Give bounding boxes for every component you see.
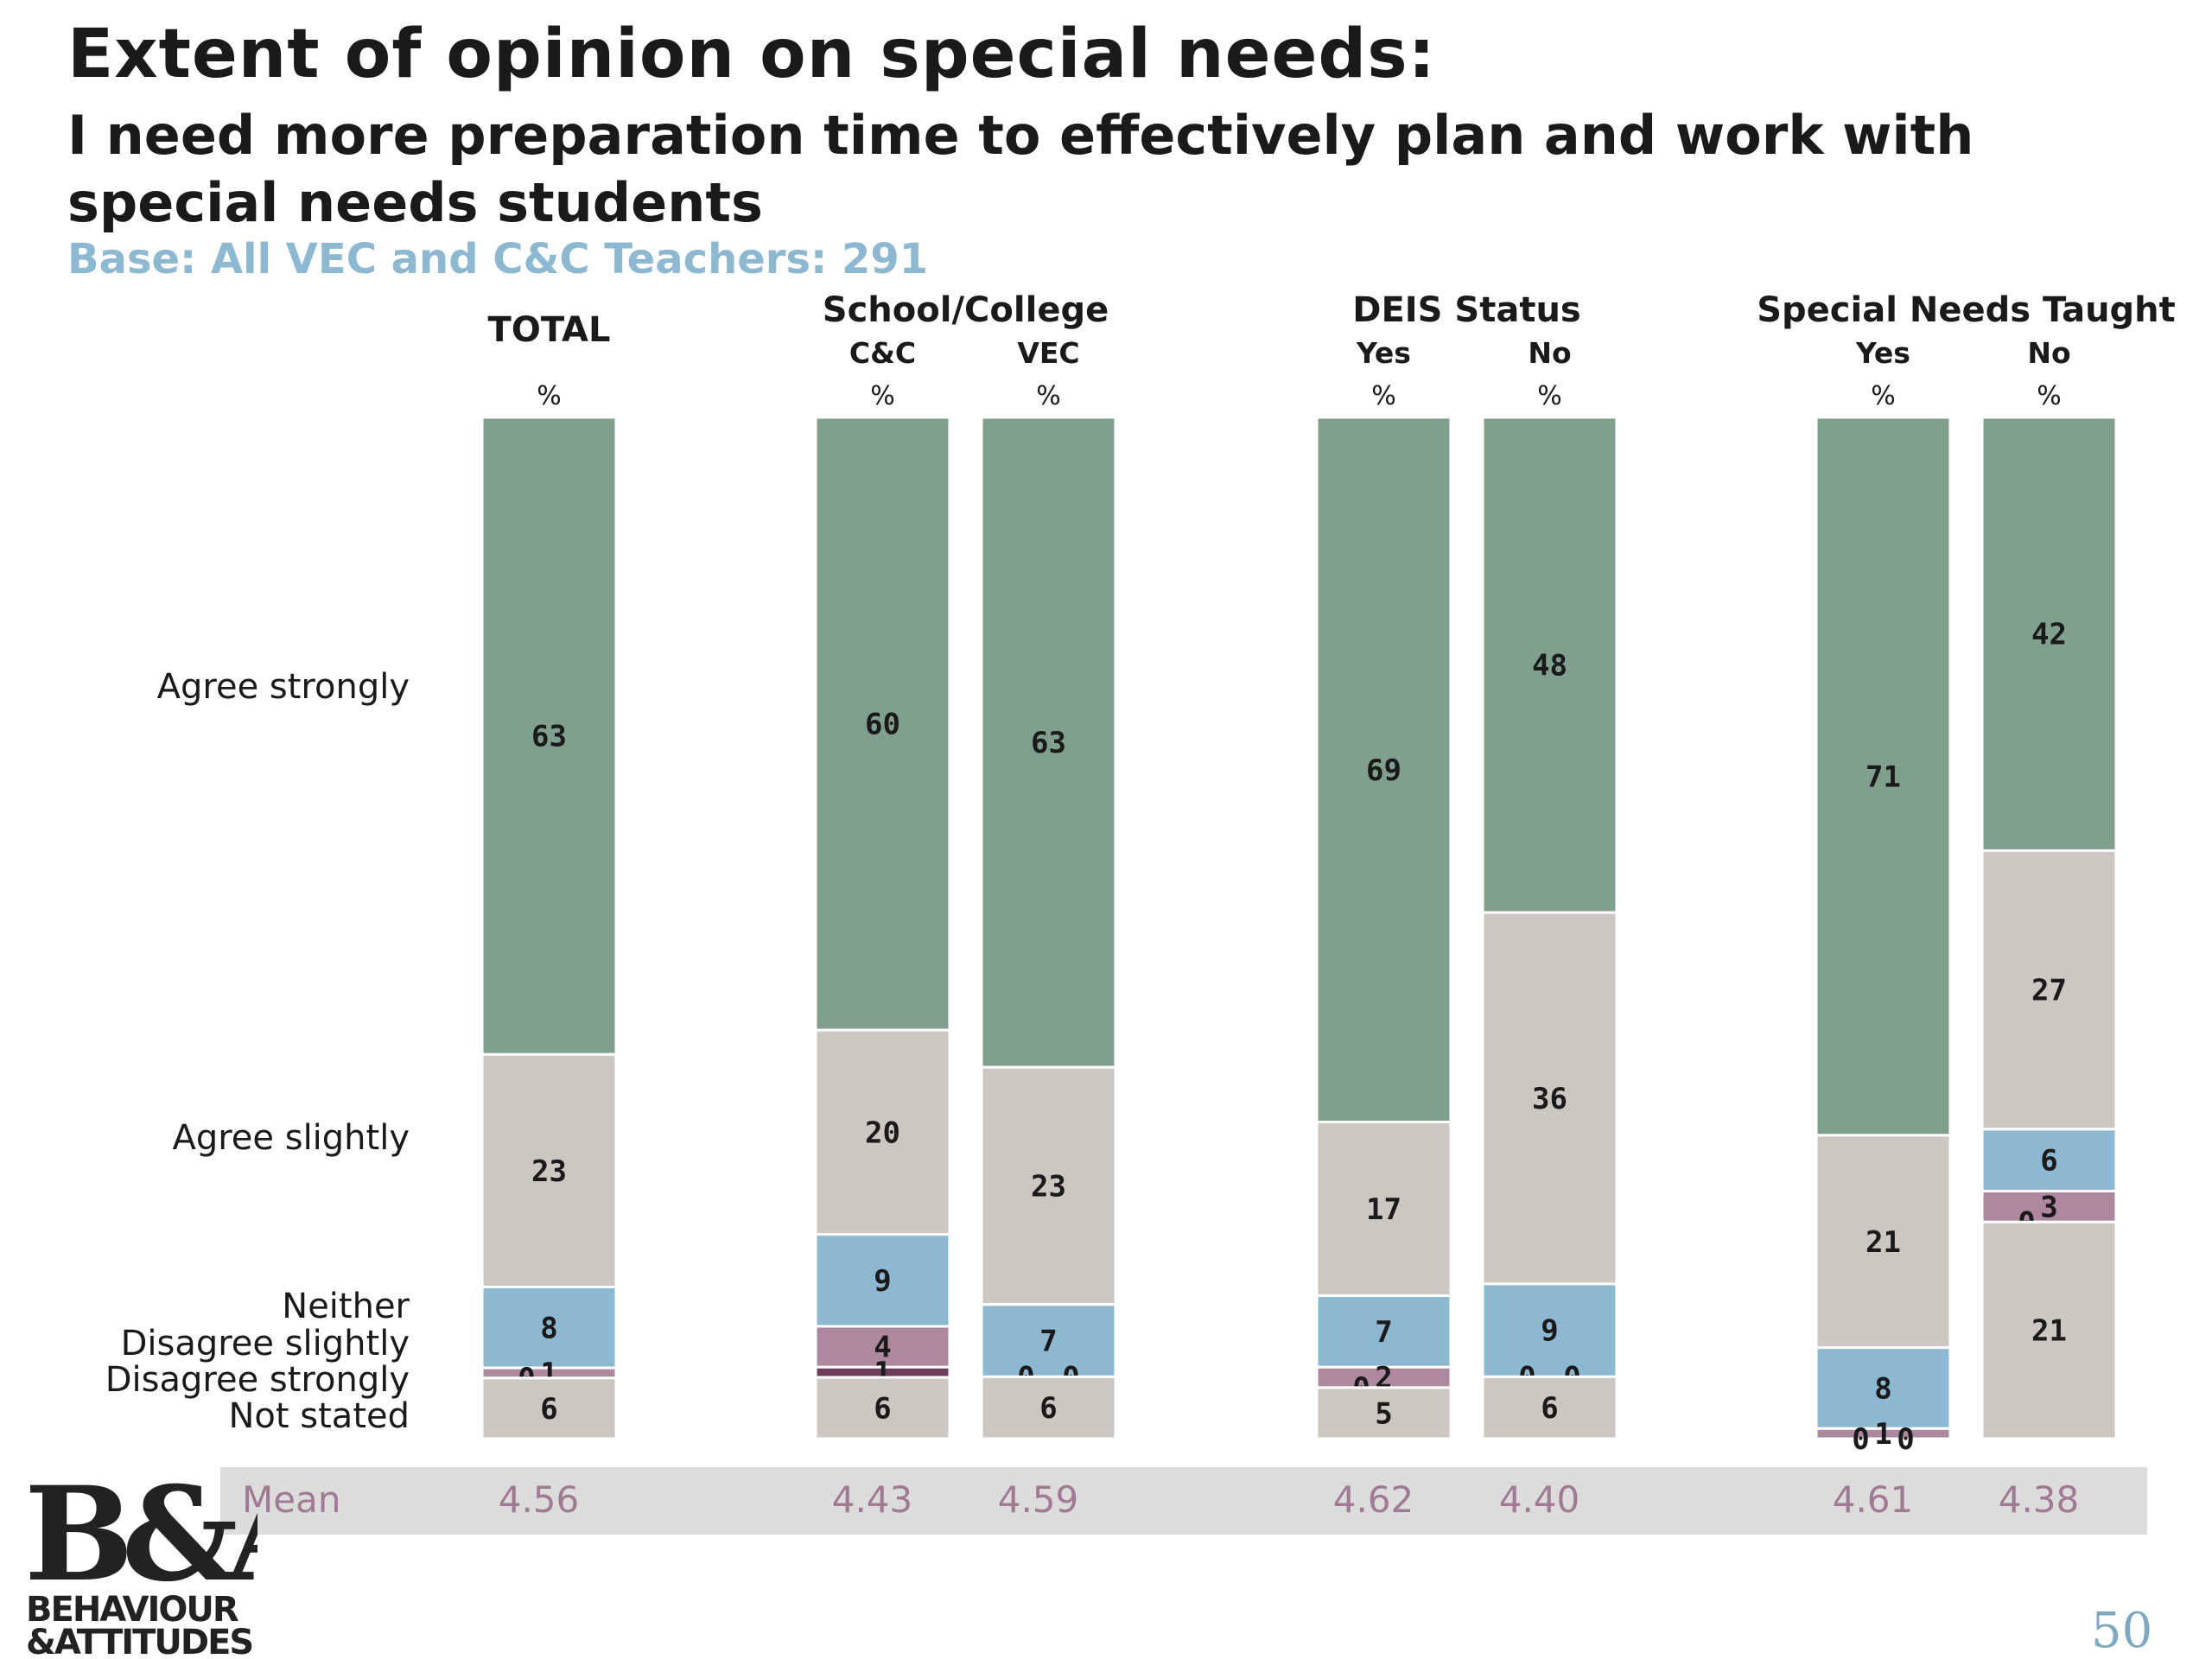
row-label-not_stated: Not stated xyxy=(228,1396,410,1436)
mean-value-2: 4.59 xyxy=(998,1478,1079,1521)
bar-segment-neither-3 xyxy=(1315,1294,1452,1369)
data-label-agree_strongly-1: 60 xyxy=(865,708,900,742)
bar-segment-agree_slightly-0 xyxy=(480,1052,618,1288)
mean-value-0: 4.56 xyxy=(499,1478,580,1521)
chart-subtitle: I need more preparation time to effectiv… xyxy=(67,104,1974,234)
mean-label: Mean xyxy=(242,1478,340,1521)
bar-segment-agree_slightly-3 xyxy=(1315,1121,1452,1298)
bar-segment-agree_strongly-5 xyxy=(1815,416,1952,1137)
data-label-not_stated-6: 21 xyxy=(2031,1314,2067,1349)
mean-value-4: 4.40 xyxy=(1499,1478,1580,1521)
data-label-agree_strongly-2: 63 xyxy=(1031,726,1066,760)
data-label-agree_slightly-4: 36 xyxy=(1532,1082,1567,1116)
bar-segment-not_stated-0 xyxy=(480,1376,618,1440)
bar-segment-neither-0 xyxy=(480,1285,618,1370)
percent-label-4: % xyxy=(1537,381,1562,411)
logo-monogram: B&A xyxy=(24,1469,257,1611)
data-label-agree_strongly-6: 42 xyxy=(2031,618,2067,652)
data-label-agree_strongly-4: 48 xyxy=(1532,649,1567,683)
column-label-6: No xyxy=(2027,336,2070,370)
bar-segment-not_stated-6 xyxy=(1980,1220,2118,1440)
group-header-0: TOTAL xyxy=(488,310,611,350)
chart-title: Extent of opinion on special needs: xyxy=(67,16,1436,93)
base-note: Base: All VEC and C&C Teachers: 291 xyxy=(67,235,929,283)
column-label-1: C&C xyxy=(849,336,916,370)
data-label-agree_slightly-3: 17 xyxy=(1366,1192,1402,1227)
data-label-agree_slightly-2: 23 xyxy=(1031,1169,1066,1204)
percent-label-1: % xyxy=(870,381,895,411)
data-label-not_stated-3: 5 xyxy=(1375,1396,1392,1431)
bar-segment-agree_strongly-4 xyxy=(1481,416,1618,914)
group-header-1: School/College xyxy=(823,290,1109,330)
mean-value-6: 4.38 xyxy=(1999,1478,2080,1521)
data-label-not_stated-0: 6 xyxy=(540,1392,557,1427)
percent-label-2: % xyxy=(1036,381,1061,411)
page-number: 50 xyxy=(2091,1603,2153,1659)
data-label-not_stated-4: 6 xyxy=(1541,1391,1558,1426)
logo-line-attitudes: &ATTITUDES xyxy=(26,1623,252,1659)
percent-label-3: % xyxy=(1371,381,1396,411)
data-label-agree_slightly-1: 20 xyxy=(865,1116,900,1150)
data-label-not_stated-2: 6 xyxy=(1039,1391,1057,1426)
mean-value-5: 4.61 xyxy=(1833,1478,1914,1521)
row-label-disagree_slightly: Disagree slightly xyxy=(121,1324,410,1363)
data-label-neither-0: 8 xyxy=(540,1311,557,1345)
row-label-agree_strongly: Agree strongly xyxy=(157,667,410,707)
bar-segment-agree_strongly-1 xyxy=(814,416,951,1032)
percent-label-6: % xyxy=(2037,381,2062,411)
data-label-not_stated-5: 0 xyxy=(1897,1422,1914,1457)
bar-segment-not_stated-1 xyxy=(814,1376,951,1440)
data-label-neither-3: 7 xyxy=(1375,1315,1392,1350)
data-label-disagree_strongly-5: 0 xyxy=(1852,1422,1869,1457)
row-label-neither: Neither xyxy=(282,1287,410,1326)
data-label-disagree_slightly-6: 3 xyxy=(2040,1190,2057,1224)
row-label-disagree_strongly: Disagree strongly xyxy=(105,1360,410,1400)
data-label-disagree_slightly-5: 1 xyxy=(1874,1417,1891,1452)
column-label-5: Yes xyxy=(1855,336,1910,370)
data-label-agree_strongly-5: 71 xyxy=(1866,760,1901,794)
data-label-neither-4: 9 xyxy=(1541,1314,1558,1349)
group-header-2: DEIS Status xyxy=(1352,290,1580,330)
bar-segment-agree_strongly-0 xyxy=(480,416,618,1056)
data-label-neither-5: 8 xyxy=(1874,1371,1891,1406)
bar-segment-not_stated-4 xyxy=(1481,1375,1618,1440)
behaviour-attitudes-logo: B&A BEHAVIOUR &ATTITUDES xyxy=(24,1469,257,1659)
data-label-disagree_slightly-1: 4 xyxy=(874,1331,891,1365)
data-label-agree_strongly-3: 69 xyxy=(1366,753,1402,788)
bar-segment-agree_strongly-3 xyxy=(1315,416,1452,1124)
data-label-not_stated-1: 6 xyxy=(874,1392,891,1427)
bar-segment-agree_slightly-4 xyxy=(1481,911,1618,1286)
group-header-3: Special Needs Taught xyxy=(1757,290,2176,330)
bar-segment-disagree_slightly-5 xyxy=(1815,1427,1952,1440)
bar-segment-agree_slightly-6 xyxy=(1980,849,2118,1131)
mean-value-1: 4.43 xyxy=(832,1478,913,1521)
bar-segment-disagree_slightly-1 xyxy=(814,1325,951,1369)
data-label-agree_strongly-0: 63 xyxy=(531,720,567,754)
data-label-agree_slightly-5: 21 xyxy=(1866,1225,1901,1260)
bar-segment-agree_slightly-5 xyxy=(1815,1134,1952,1350)
column-label-2: VEC xyxy=(1017,336,1079,370)
bar-segment-not_stated-2 xyxy=(980,1375,1117,1440)
percent-label-5: % xyxy=(1871,381,1896,411)
data-label-neither-6: 6 xyxy=(2040,1144,2057,1179)
bar-segment-neither-1 xyxy=(814,1233,951,1328)
percent-label-0: % xyxy=(537,381,562,411)
data-label-neither-1: 9 xyxy=(874,1264,891,1299)
column-label-3: Yes xyxy=(1356,336,1411,370)
data-label-agree_slightly-6: 27 xyxy=(2031,974,2067,1008)
mean-value-3: 4.62 xyxy=(1333,1478,1414,1521)
column-label-4: No xyxy=(1528,336,1571,370)
data-label-neither-2: 7 xyxy=(1039,1325,1057,1359)
logo-line-behaviour: BEHAVIOUR xyxy=(26,1590,238,1630)
bar-segment-not_stated-3 xyxy=(1315,1386,1452,1440)
data-label-agree_slightly-0: 23 xyxy=(531,1154,567,1189)
bar-segment-neither-4 xyxy=(1481,1282,1618,1378)
row-label-agree_slightly: Agree slightly xyxy=(172,1118,410,1158)
mean-band xyxy=(220,1467,2147,1535)
